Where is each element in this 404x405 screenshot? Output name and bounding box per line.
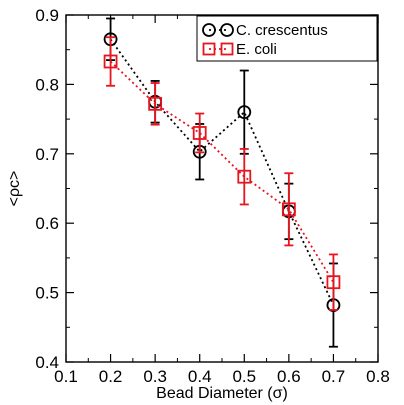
data-point bbox=[237, 169, 252, 184]
data-point bbox=[103, 54, 118, 69]
x-tick-label: 0.5 bbox=[232, 367, 256, 386]
series-c-crescentus bbox=[103, 17, 341, 348]
legend-marker bbox=[202, 23, 216, 37]
series-line bbox=[109, 38, 335, 306]
x-tick-label: 0.8 bbox=[366, 367, 390, 386]
data-point bbox=[192, 126, 207, 140]
legend-marker bbox=[220, 23, 234, 37]
y-tick-label: 0.8 bbox=[35, 75, 59, 94]
x-tick-label: 0.2 bbox=[99, 367, 123, 386]
x-tick-label: 0.6 bbox=[277, 367, 301, 386]
data-point bbox=[148, 96, 163, 111]
x-tick-label: 0.3 bbox=[143, 367, 167, 386]
x-tick-label: 0.7 bbox=[322, 367, 346, 386]
legend-label: E. coli bbox=[236, 41, 277, 58]
y-axis-label: <ρc> bbox=[6, 171, 23, 207]
data-point bbox=[281, 202, 296, 217]
legend-marker bbox=[202, 42, 216, 56]
y-tick-label: 0.6 bbox=[35, 214, 59, 233]
y-tick-label: 0.7 bbox=[35, 145, 59, 164]
legend-marker bbox=[220, 42, 234, 56]
y-tick-label: 0.9 bbox=[35, 6, 59, 25]
series-e-coli bbox=[103, 36, 341, 311]
y-tick-label: 0.4 bbox=[35, 353, 59, 372]
data-point bbox=[326, 275, 341, 290]
x-axis-label: Bead Diameter (σ) bbox=[156, 385, 288, 402]
legend: C. crescentus E. coli bbox=[196, 15, 378, 62]
data-point bbox=[237, 105, 252, 120]
x-tick-label: 0.4 bbox=[188, 367, 212, 386]
legend-label: C. crescentus bbox=[236, 22, 328, 39]
series-line bbox=[109, 60, 335, 283]
x-tick-label: 0.1 bbox=[54, 367, 78, 386]
y-tick-label: 0.5 bbox=[35, 284, 59, 303]
